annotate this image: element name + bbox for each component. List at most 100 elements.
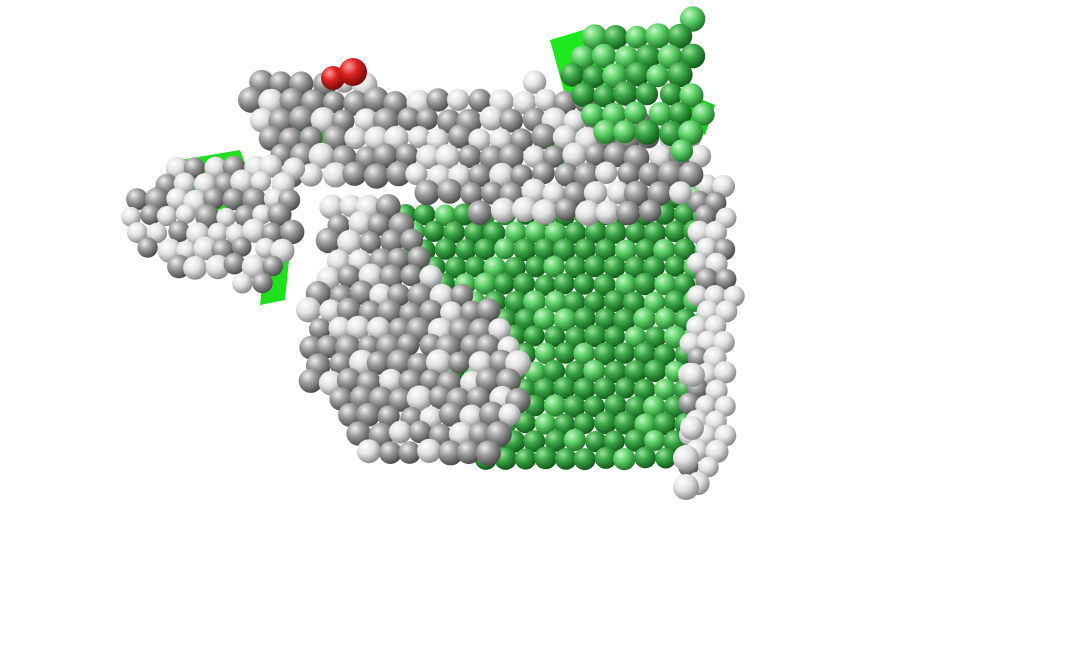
atom xyxy=(625,61,650,87)
atom xyxy=(498,403,521,426)
atom xyxy=(564,222,587,244)
atom xyxy=(384,125,409,151)
atom xyxy=(642,395,666,419)
atom xyxy=(483,221,506,245)
atom xyxy=(606,181,631,205)
atom xyxy=(299,163,323,187)
atom xyxy=(563,291,586,314)
atom xyxy=(625,396,647,418)
atom xyxy=(423,220,445,242)
atom xyxy=(604,221,627,244)
atom xyxy=(603,25,628,50)
atom xyxy=(643,256,665,278)
atom xyxy=(542,182,566,206)
atom xyxy=(356,439,381,464)
atom xyxy=(342,161,367,186)
atom xyxy=(643,359,667,383)
atom xyxy=(593,119,618,144)
atom xyxy=(583,181,608,205)
light-edge-region xyxy=(673,174,745,500)
atom xyxy=(622,291,646,314)
atom xyxy=(654,273,677,296)
atom xyxy=(533,378,556,400)
atom xyxy=(316,335,340,359)
atom xyxy=(379,264,404,290)
atom xyxy=(223,252,246,275)
atom xyxy=(664,220,687,243)
atom xyxy=(425,349,452,375)
atom xyxy=(573,273,595,295)
atom xyxy=(604,394,627,417)
atom xyxy=(490,197,516,223)
atom xyxy=(594,446,617,469)
atom xyxy=(673,445,699,471)
atom xyxy=(230,169,255,194)
atom xyxy=(534,88,558,112)
atom xyxy=(140,204,162,226)
atom xyxy=(426,88,450,112)
atom xyxy=(534,446,557,470)
atom xyxy=(450,283,474,307)
atom xyxy=(594,238,617,261)
atom xyxy=(584,221,608,244)
atom xyxy=(322,91,346,114)
atom xyxy=(634,119,660,145)
atom xyxy=(667,61,693,88)
atom xyxy=(356,402,381,427)
atom xyxy=(534,342,557,364)
atom xyxy=(446,88,470,112)
atom xyxy=(633,307,656,331)
red-atom-group xyxy=(321,58,367,90)
atom xyxy=(408,420,432,444)
atom xyxy=(363,163,390,189)
atom xyxy=(583,359,606,383)
atom xyxy=(634,413,657,436)
atom xyxy=(648,102,673,126)
atom xyxy=(613,120,637,144)
atom xyxy=(407,246,431,270)
atom xyxy=(564,256,587,279)
atom xyxy=(712,174,735,198)
atom xyxy=(624,101,647,125)
atom xyxy=(386,161,412,187)
atom xyxy=(126,222,148,244)
atom xyxy=(437,178,463,204)
atom xyxy=(614,273,637,296)
atom xyxy=(657,161,684,187)
atom xyxy=(639,199,662,223)
atom xyxy=(571,82,596,107)
atom xyxy=(479,401,505,428)
atom xyxy=(400,228,424,252)
atom xyxy=(673,238,696,261)
atom xyxy=(413,203,436,226)
atom xyxy=(498,144,524,170)
atom xyxy=(603,290,626,312)
atom xyxy=(137,237,158,258)
atom xyxy=(175,204,196,224)
atom xyxy=(366,351,391,375)
atom xyxy=(560,62,585,87)
atom xyxy=(216,207,236,228)
atom xyxy=(554,198,578,221)
atom xyxy=(434,238,457,260)
atom xyxy=(346,315,371,340)
atom xyxy=(583,324,607,348)
atom xyxy=(617,162,641,185)
atom xyxy=(653,412,676,436)
atom xyxy=(386,349,413,376)
atom xyxy=(687,346,709,368)
atom xyxy=(126,188,149,211)
atom xyxy=(643,222,667,245)
atom xyxy=(603,142,629,168)
atom xyxy=(555,448,577,470)
atom xyxy=(581,24,608,50)
atom xyxy=(419,265,443,288)
atom xyxy=(406,385,433,412)
atom xyxy=(448,422,473,447)
atom xyxy=(504,256,526,279)
atom xyxy=(645,23,671,49)
atom xyxy=(479,105,505,131)
atom xyxy=(613,411,637,435)
atom xyxy=(583,255,606,278)
